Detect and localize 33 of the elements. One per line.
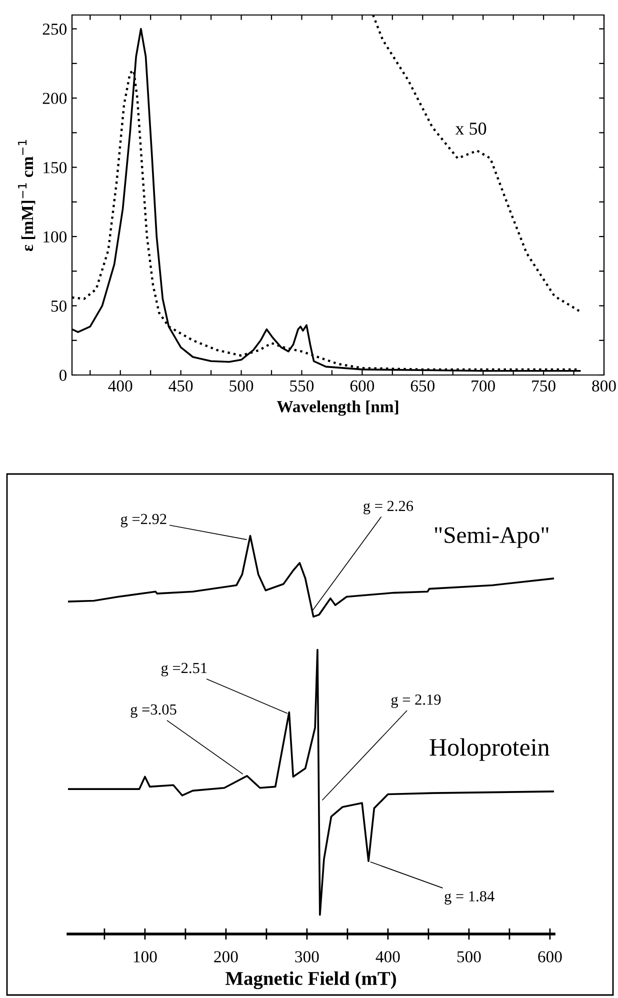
- x-tick-label: 500: [457, 951, 481, 962]
- x-tick-label: 600: [350, 380, 374, 392]
- x-tick-label: 400: [108, 380, 132, 392]
- x-tick-label: 400: [376, 951, 400, 962]
- y-tick-label: 0: [59, 370, 67, 381]
- x-tick-label: 450: [168, 380, 193, 392]
- x-axis-title: Wavelength [nm]: [276, 400, 398, 416]
- x-tick-label: 750: [532, 380, 556, 392]
- x-tick-label: 600: [538, 951, 562, 962]
- y-tick-label: 250: [42, 24, 67, 35]
- series-label: Holoprotein: [430, 738, 550, 761]
- x-tick-label: 200: [214, 951, 238, 962]
- x-tick-label: 100: [134, 951, 157, 962]
- x-tick-label: 300: [295, 951, 319, 962]
- annotation: g = 2.19: [391, 694, 441, 708]
- x-tick-label: 650: [410, 380, 434, 392]
- y-tick-label: 200: [42, 92, 67, 104]
- annotation: g = 2.26: [364, 500, 414, 514]
- x-tick-label: 700: [472, 380, 495, 392]
- y-tick-label: 50: [51, 300, 67, 312]
- x-tick-label: 500: [230, 380, 254, 392]
- annotation: g =2.51: [161, 662, 207, 676]
- x-axis-title: Magnetic Field (mT): [225, 971, 396, 990]
- x-tick-label: 800: [592, 380, 616, 392]
- y-tick-label: 150: [44, 162, 67, 174]
- y-tick-label: 100: [44, 231, 67, 242]
- annotation: g =3.05: [130, 704, 176, 718]
- y-axis-title: ε [mM]$^{−1}$ cm$^{−1}$: [18, 140, 36, 252]
- annotation: g =2.92: [120, 514, 166, 528]
- annotation: g = 1.84: [444, 891, 494, 905]
- annotation: x 50: [455, 122, 486, 135]
- series-label: "Semi-Apo": [434, 527, 548, 548]
- x-tick-label: 550: [290, 380, 314, 392]
